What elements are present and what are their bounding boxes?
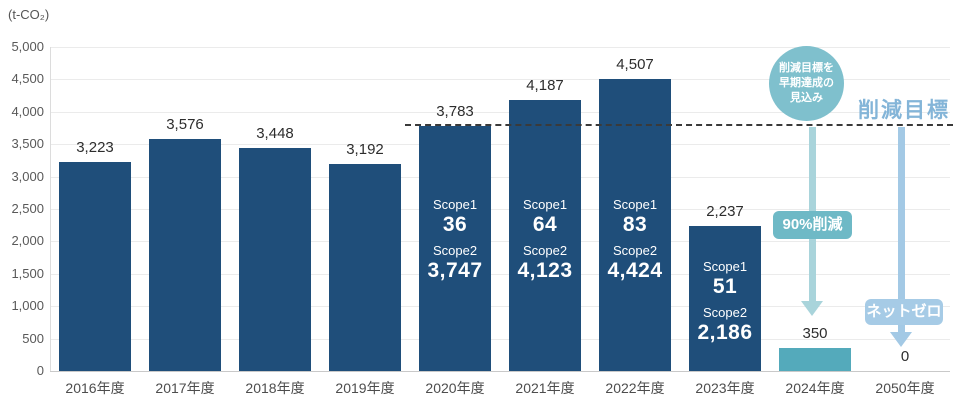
scope-breakdown: Scope1 36 Scope2 3,747 [410,196,500,283]
bar [59,162,131,371]
netzero-badge: ネットゼロ [865,299,943,325]
gridline [50,209,950,210]
y-axis-tick-label: 3,500 [11,136,44,152]
bar-value-label: 3,223 [76,139,114,157]
x-axis-label: 2024年度 [785,380,845,396]
gridline [50,306,950,308]
bar [149,139,221,371]
y-axis-unit-label: (t-CO₂) [8,7,50,22]
reduction-90-badge: 90%削減 [773,211,852,239]
bar-value-label: 0 [900,348,910,365]
gridline [50,338,950,340]
bar [329,164,401,371]
bar-value-label: 3,448 [256,124,294,142]
scope-value: 36 [442,213,468,236]
y-axis-tick-label: 1,000 [11,298,44,314]
scope-value: 51 [712,275,738,298]
bar [239,147,311,371]
bar-value-label: 4,187 [526,76,564,94]
scope-label: Scope1 [432,197,478,212]
x-axis-label: 2050年度 [875,380,935,396]
gridline [50,79,950,81]
scope-label: Scope2 [702,305,748,320]
gridline [50,47,950,48]
y-axis-tick-label: 3,000 [11,168,44,184]
bar [599,78,671,371]
y-axis-line [50,47,51,371]
bar-value-label: 3,192 [346,141,384,159]
netzero-arrow-shaft [898,127,905,333]
y-axis-tick-label: 1,500 [11,265,44,281]
x-axis-label: 2022年度 [605,380,665,396]
netzero-arrow-head-icon [890,332,912,347]
scope-value: 83 [622,213,648,236]
scope-value: 4,424 [607,259,663,282]
scope-label: Scope1 [522,197,568,212]
gridline [50,371,950,372]
gridline [50,273,950,275]
x-axis-label: 2018年度 [245,380,305,396]
y-axis-tick-label: 4,500 [11,71,44,87]
gridline [50,176,950,178]
scope-label: Scope2 [432,243,478,258]
gridline [50,241,950,243]
scope-value: 3,747 [427,259,483,282]
bar-value-label: 350 [802,325,828,343]
bar [419,125,491,371]
gridline [50,144,950,146]
y-axis-tick-label: 2,500 [11,201,44,216]
bar-value-label: 3,783 [436,102,474,120]
y-axis-tick-label: 2,000 [11,233,44,249]
y-axis-tick-label: 4,000 [11,103,44,119]
y-axis-tick-label: 0 [36,363,44,378]
reduction-arrow-head-icon [801,301,823,316]
scope-breakdown: Scope1 64 Scope2 4,123 [500,196,590,283]
scope-breakdown: Scope1 83 Scope2 4,424 [590,196,680,283]
bar [689,226,761,371]
badge-text-line: 見込み [790,91,823,104]
target-dashed-line [405,123,953,126]
target-line-label: 削減目標 [858,99,950,122]
bar [779,348,851,371]
gridline [50,111,950,113]
scope-label: Scope2 [612,243,658,258]
y-axis-tick-label: 5,000 [11,39,44,54]
scope-breakdown: Scope1 51 Scope2 2,186 [680,258,770,345]
x-axis-label: 2019年度 [335,380,395,396]
scope-label: Scope2 [522,243,568,258]
x-axis-label: 2021年度 [515,380,575,396]
x-axis-label: 2023年度 [695,380,755,396]
scope-label: Scope1 [702,259,748,274]
bar-value-label: 3,576 [166,116,204,134]
bar [509,99,581,371]
bar-value-label: 4,507 [616,55,654,73]
scope-value: 4,123 [517,259,573,282]
early-achievement-badge: 削減目標を 早期達成の 見込み [769,46,844,121]
x-axis-label: 2020年度 [425,380,485,396]
scope-label: Scope1 [612,197,658,212]
badge-text-line: 早期達成の [779,77,834,90]
x-axis-label: 2017年度 [155,380,215,396]
bar-value-label: 2,237 [706,203,744,221]
x-axis-label: 2016年度 [65,380,125,396]
scope-value: 64 [532,213,558,236]
scope-value: 2,186 [697,321,753,344]
y-axis-tick-label: 500 [22,330,44,346]
badge-text-line: 削減目標を [779,62,834,75]
